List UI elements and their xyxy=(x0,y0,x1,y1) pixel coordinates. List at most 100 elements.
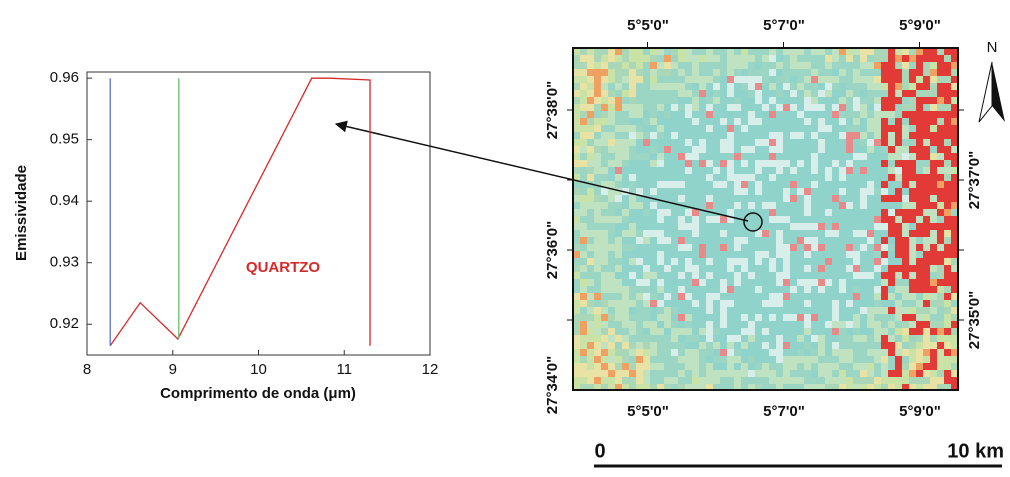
map-pixel xyxy=(930,69,937,76)
map-pixel xyxy=(650,181,657,188)
map-pixel xyxy=(937,237,944,244)
map-pixel xyxy=(860,342,867,349)
map-pixel xyxy=(601,349,608,356)
map-pixel xyxy=(797,377,804,384)
map-pixel xyxy=(748,125,755,132)
map-pixel xyxy=(783,230,790,237)
map-pixel xyxy=(643,202,650,209)
map-pixel xyxy=(944,335,951,342)
map-pixel xyxy=(601,209,608,216)
map-pixel xyxy=(930,363,937,370)
map-pixel xyxy=(762,349,769,356)
map-pixel xyxy=(580,153,587,160)
map-pixel xyxy=(741,335,748,342)
map-pixel xyxy=(601,132,608,139)
map-pixel xyxy=(874,83,881,90)
map-pixel xyxy=(797,139,804,146)
map-pixel xyxy=(909,97,916,104)
map-pixel xyxy=(657,258,664,265)
map-pixel xyxy=(874,230,881,237)
map-pixel xyxy=(643,160,650,167)
map-pixel xyxy=(818,328,825,335)
map-pixel xyxy=(818,321,825,328)
map-pixel xyxy=(804,111,811,118)
map-pixel xyxy=(874,90,881,97)
map-pixel xyxy=(608,370,615,377)
map-pixel xyxy=(839,251,846,258)
map-pixel xyxy=(664,97,671,104)
map-pixel xyxy=(790,321,797,328)
map-pixel xyxy=(622,356,629,363)
map-pixel xyxy=(909,349,916,356)
map-pixel xyxy=(622,111,629,118)
map-pixel xyxy=(622,153,629,160)
map-pixel xyxy=(797,321,804,328)
map-pixel xyxy=(601,244,608,251)
map-pixel xyxy=(818,48,825,55)
map-pixel xyxy=(804,181,811,188)
map-pixel xyxy=(804,55,811,62)
map-pixel xyxy=(573,230,580,237)
map-pixel xyxy=(636,300,643,307)
map-pixel xyxy=(713,244,720,251)
map-pixel xyxy=(874,251,881,258)
map-pixel xyxy=(811,321,818,328)
map-pixel xyxy=(643,286,650,293)
map-pixel xyxy=(916,265,923,272)
map-pixel xyxy=(692,195,699,202)
map-pixel xyxy=(601,363,608,370)
map-pixel xyxy=(881,293,888,300)
map-pixel xyxy=(762,167,769,174)
map-pixel xyxy=(608,314,615,321)
map-pixel xyxy=(937,314,944,321)
map-pixel xyxy=(916,230,923,237)
map-pixel xyxy=(594,83,601,90)
map-pixel xyxy=(748,251,755,258)
map-pixel xyxy=(734,321,741,328)
map-pixel xyxy=(888,62,895,69)
map-pixel xyxy=(734,342,741,349)
map-pixel xyxy=(664,132,671,139)
map-pixel xyxy=(706,321,713,328)
map-pixel xyxy=(944,160,951,167)
map-pixel xyxy=(734,174,741,181)
map-pixel xyxy=(580,83,587,90)
map-pixel xyxy=(762,118,769,125)
map-pixel xyxy=(587,223,594,230)
map-pixel xyxy=(923,356,930,363)
map-pixel xyxy=(741,167,748,174)
map-pixel xyxy=(664,48,671,55)
map-pixel xyxy=(643,342,650,349)
map-pixel xyxy=(881,132,888,139)
map-pixel xyxy=(916,216,923,223)
map-pixel xyxy=(720,349,727,356)
map-pixel xyxy=(916,335,923,342)
map-pixel xyxy=(951,370,958,377)
map-pixel xyxy=(923,97,930,104)
map-pixel xyxy=(573,258,580,265)
map-pixel xyxy=(699,118,706,125)
map-pixel xyxy=(671,125,678,132)
map-pixel xyxy=(846,153,853,160)
map-pixel xyxy=(643,335,650,342)
map-pixel xyxy=(951,265,958,272)
map-pixel xyxy=(601,153,608,160)
north-arrow xyxy=(979,62,1005,122)
map-pixel xyxy=(622,349,629,356)
map-pixel xyxy=(797,48,804,55)
map-pixel xyxy=(636,342,643,349)
map-pixel xyxy=(594,356,601,363)
map-pixel xyxy=(944,76,951,83)
map-pixel xyxy=(629,132,636,139)
map-pixel xyxy=(657,237,664,244)
map-pixel xyxy=(573,139,580,146)
map-pixel xyxy=(601,314,608,321)
map-pixel xyxy=(902,223,909,230)
map-pixel xyxy=(580,223,587,230)
map-pixel xyxy=(741,244,748,251)
map-pixel xyxy=(643,377,650,384)
map-pixel xyxy=(678,55,685,62)
map-pixel xyxy=(713,237,720,244)
map-pixel xyxy=(636,286,643,293)
map-pixel xyxy=(944,307,951,314)
